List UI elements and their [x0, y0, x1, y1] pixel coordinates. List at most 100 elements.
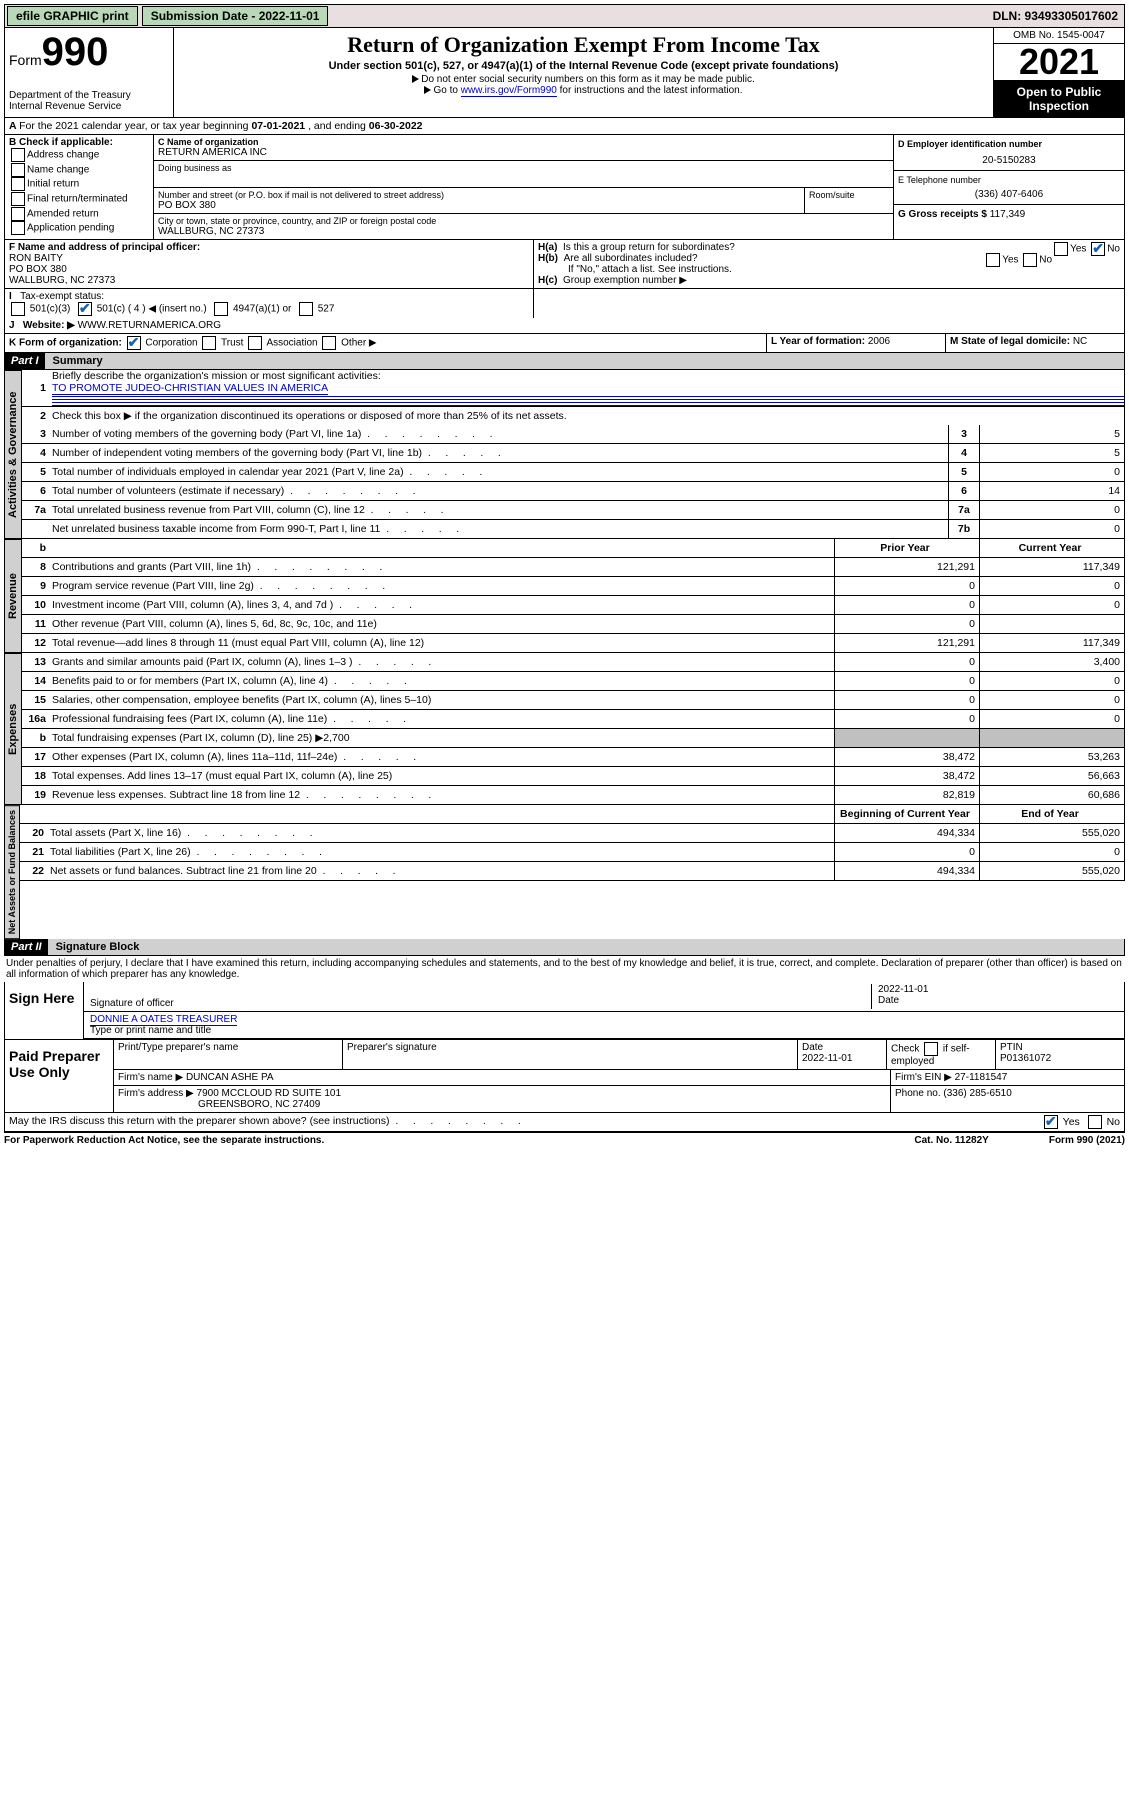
addr-label: Firm's address ▶	[118, 1088, 194, 1099]
domicile: NC	[1073, 336, 1087, 347]
l6: Total number of volunteers (estimate if …	[50, 485, 948, 497]
ha-yes[interactable]	[1054, 242, 1068, 256]
sig-label: Signature of officer	[90, 998, 174, 1009]
l7av: 0	[979, 501, 1124, 519]
l20: Total assets (Part X, line 16)	[48, 827, 834, 839]
check-amended[interactable]	[11, 207, 25, 221]
firm-addr1: 7900 MCCLOUD RD SUITE 101	[197, 1088, 342, 1099]
hb-text: Are all subordinates included?	[564, 253, 698, 264]
room-label: Room/suite	[804, 188, 893, 213]
box-d-label: D Employer identification number	[898, 139, 1120, 149]
l19: Revenue less expenses. Subtract line 18 …	[50, 789, 834, 801]
l12: Total revenue—add lines 8 through 11 (mu…	[50, 637, 834, 649]
part2-header: Part II Signature Block	[4, 939, 1125, 956]
discuss-no[interactable]	[1088, 1115, 1102, 1129]
h2: Preparer's signature	[343, 1040, 798, 1069]
check-other[interactable]	[322, 336, 336, 350]
revenue-tab: Revenue	[5, 539, 22, 653]
page-footer: For Paperwork Reduction Act Notice, see …	[4, 1132, 1125, 1146]
open-inspection: Open to Public Inspection	[994, 81, 1124, 117]
f-h-block: F Name and address of principal officer:…	[4, 240, 1125, 289]
l17: Other expenses (Part IX, column (A), lin…	[50, 751, 834, 763]
prior-head: Prior Year	[834, 539, 979, 557]
ein: 20-5150283	[898, 155, 1120, 166]
footer-right: Form 990 (2021)	[1049, 1135, 1125, 1146]
h3v: 2022-11-01	[802, 1053, 852, 1064]
org-name: RETURN AMERICA INC	[158, 147, 889, 158]
l1-text: Briefly describe the organization's miss…	[52, 370, 381, 382]
check-name-change[interactable]	[11, 163, 25, 177]
netassets-section: Net Assets or Fund Balances Beginning of…	[4, 805, 1125, 939]
info-block: B Check if applicable: Address change Na…	[4, 135, 1125, 240]
box-f-label: F Name and address of principal officer:	[9, 242, 529, 253]
check-initial[interactable]	[11, 177, 25, 191]
city: WALLBURG, NC 27373	[158, 226, 889, 237]
l9: Program service revenue (Part VIII, line…	[50, 580, 834, 592]
sub3b: for instructions and the latest informat…	[557, 85, 743, 96]
l10: Investment income (Part VIII, column (A)…	[50, 599, 834, 611]
efile-btn[interactable]: efile GRAPHIC print	[7, 6, 138, 26]
check-assoc[interactable]	[248, 336, 262, 350]
part2-tag: Part II	[5, 939, 48, 955]
discuss-yes[interactable]	[1044, 1115, 1058, 1129]
phone-label: Phone no.	[895, 1088, 941, 1099]
line-i: I Tax-exempt status: 501(c)(3) 501(c) ( …	[4, 289, 1125, 318]
firm-ein: 27-1181547	[955, 1072, 1008, 1083]
governance-section: Activities & Governance 1 Briefly descri…	[4, 370, 1125, 539]
hb-no[interactable]	[1023, 253, 1037, 267]
line-klm: K Form of organization: Corporation Trus…	[4, 334, 1125, 353]
discuss-row: May the IRS discuss this return with the…	[4, 1113, 1125, 1132]
firm-addr2: GREENSBORO, NC 27409	[118, 1099, 320, 1110]
check-addr-change[interactable]	[11, 148, 25, 162]
line-a: A For the 2021 calendar year, or tax yea…	[4, 118, 1125, 135]
l14: Benefits paid to or for members (Part IX…	[50, 675, 834, 687]
line-j: J Website: ▶ WWW.RETURNAMERICA.ORG	[4, 318, 1125, 334]
officer-addr1: PO BOX 380	[9, 264, 529, 275]
hb-yes[interactable]	[986, 253, 1000, 267]
check-corp[interactable]	[127, 336, 141, 350]
street-label: Number and street (or P.O. box if mail i…	[158, 190, 800, 200]
check-pending[interactable]	[11, 221, 25, 235]
l7bv: 0	[979, 520, 1124, 538]
l11: Other revenue (Part VIII, column (A), li…	[50, 618, 834, 630]
submission-btn[interactable]: Submission Date - 2022-11-01	[142, 6, 329, 26]
irs-label: Internal Revenue Service	[9, 101, 169, 112]
part2-title: Signature Block	[48, 939, 1124, 955]
part1-tag: Part I	[5, 353, 45, 369]
tax-year: 2021	[994, 44, 1124, 81]
subtitle-2: Do not enter social security numbers on …	[421, 74, 754, 85]
city-label: City or town, state or province, country…	[158, 216, 889, 226]
check-self-emp[interactable]	[924, 1042, 938, 1056]
l4v: 5	[979, 444, 1124, 462]
penalties: Under penalties of perjury, I declare th…	[4, 956, 1125, 982]
dba-label: Doing business as	[158, 163, 889, 173]
check-4947[interactable]	[214, 302, 228, 316]
check-trust[interactable]	[202, 336, 216, 350]
l7b: Net unrelated business taxable income fr…	[50, 523, 948, 535]
l5v: 0	[979, 463, 1124, 481]
check-final[interactable]	[11, 192, 25, 206]
check-527[interactable]	[299, 302, 313, 316]
l7a: Total unrelated business revenue from Pa…	[50, 504, 948, 516]
check-501c3[interactable]	[11, 302, 25, 316]
phone: (336) 407-6406	[898, 189, 1120, 200]
box-b-label: B Check if applicable:	[9, 137, 149, 148]
instructions-link[interactable]: www.irs.gov/Form990	[461, 85, 557, 97]
h5: PTIN	[1000, 1042, 1023, 1053]
gross-receipts: 117,349	[990, 209, 1025, 220]
triangle-icon	[412, 75, 419, 83]
ha-text: Is this a group return for subordinates?	[563, 242, 735, 253]
k-label: K Form of organization:	[9, 338, 122, 349]
m-label: M State of legal domicile:	[950, 336, 1070, 347]
eoy-head: End of Year	[979, 805, 1124, 823]
check-501c[interactable]	[78, 302, 92, 316]
l3: Number of voting members of the governin…	[50, 428, 948, 440]
netassets-tab: Net Assets or Fund Balances	[5, 805, 20, 939]
ty-begin: 07-01-2021	[251, 120, 305, 132]
box-c-label: C Name of organization	[158, 137, 889, 147]
ha-no[interactable]	[1091, 242, 1105, 256]
form-number: 990	[42, 30, 109, 74]
firm-label: Firm's name ▶	[118, 1072, 183, 1083]
l16a: Professional fundraising fees (Part IX, …	[50, 713, 834, 725]
expenses-section: Expenses 13Grants and similar amounts pa…	[4, 653, 1125, 805]
